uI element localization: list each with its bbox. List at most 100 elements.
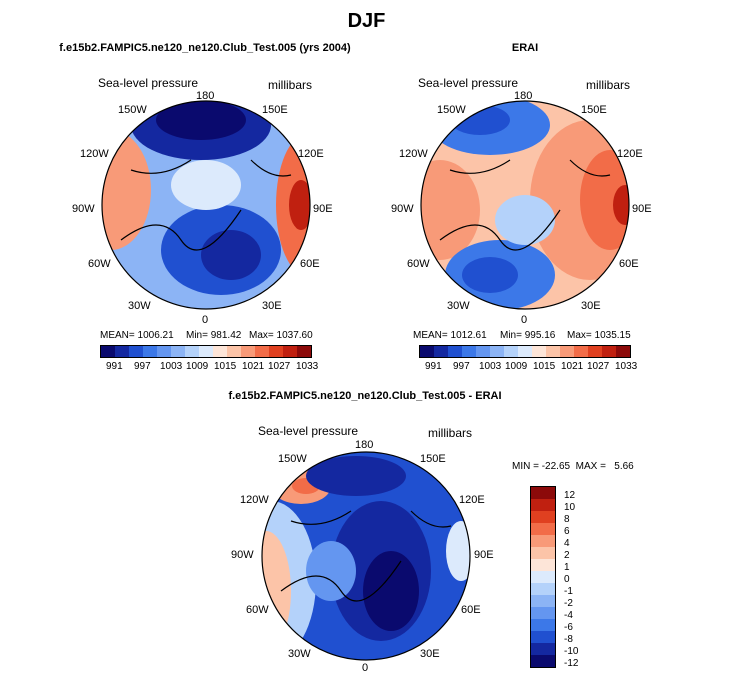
p3-tick: 0 [564,574,570,585]
p3-tick: -12 [564,658,579,669]
colorbar-swatch [255,346,269,357]
p1-tick: 1009 [186,361,209,372]
p3-tick: 10 [564,502,576,513]
colorbar-swatch [101,346,115,357]
p2-lon-180: 180 [514,90,533,102]
p3-lon-30e: 30E [420,648,440,660]
panel-3-variable: Sea-level pressure [258,424,359,438]
colorbar-swatch [227,346,241,357]
colorbar-swatch [531,607,555,619]
p3-tick: 4 [564,538,570,549]
p1-lon-150w: 150W [118,104,147,116]
colorbar-swatch [476,346,490,357]
colorbar-swatch [185,346,199,357]
p1-lon-30w: 30W [128,300,151,312]
colorbar-swatch [490,346,504,357]
p1-tick: 997 [134,361,151,372]
p2-lon-150e: 150E [581,104,607,116]
p2-max: Max= 1035.15 [567,330,631,341]
p3-lon-150w: 150W [278,453,307,465]
p1-lon-0: 0 [202,314,209,326]
colorbar-swatch [588,346,602,357]
panel-2-variable: Sea-level pressure [418,76,519,90]
panel-3-units: millibars [428,426,473,440]
p1-lon-90e: 90E [313,203,333,215]
p2-lon-150w: 150W [437,104,466,116]
p1-lon-90w: 90W [72,203,95,215]
colorbar-swatch [213,346,227,357]
p3-lon-0: 0 [362,662,369,674]
panel-1-title: f.e15b2.FAMPIC5.ne120_ne120.Club_Test.00… [59,42,351,54]
panel-1-variable: Sea-level pressure [98,76,199,90]
p2-lon-120e: 120E [617,148,643,160]
p3-tick: -4 [564,610,573,621]
p1-tick: 991 [106,361,123,372]
colorbar-swatch [531,487,555,499]
p1-lon-30e: 30E [262,300,282,312]
colorbar-swatch [115,346,129,357]
panel-2-units: millibars [586,78,631,92]
p2-lon-30e: 30E [581,300,601,312]
p2-lon-120w: 120W [399,148,428,160]
colorbar-swatch [560,346,574,357]
colorbar-swatch [241,346,255,357]
warm-anomaly-west [102,130,151,250]
p3-lon-120e: 120E [459,494,485,506]
p1-min: Min= 981.42 [186,330,242,341]
p3-lon-60w: 60W [246,604,269,616]
p2-tick: 991 [425,361,442,372]
p2-tick: 1021 [561,361,584,372]
p3-tick: -8 [564,634,573,645]
colorbar-swatch [531,583,555,595]
p1-tick: 1015 [214,361,237,372]
p1-lon-120e: 120E [298,148,324,160]
p3-colorbar [530,486,556,668]
panel-1-map [101,100,311,310]
panel-2-title: ERAI [511,42,539,54]
colorbar-swatch [157,346,171,357]
colorbar-swatch [574,346,588,357]
p3-lon-30w: 30W [288,648,311,660]
p3-lon-90e: 90E [474,549,494,561]
p1-tick: 1003 [160,361,183,372]
colorbar-swatch [143,346,157,357]
p3-tick: 1 [564,562,570,573]
p2-tick: 1015 [533,361,556,372]
p2-lon-60e: 60E [619,258,639,270]
p1-lon-180: 180 [196,90,215,102]
colorbar-swatch [462,346,476,357]
colorbar-swatch [171,346,185,357]
colorbar-swatch [531,655,555,667]
p3-lon-150e: 150E [420,453,446,465]
colorbar-swatch [531,511,555,523]
p3-tick: 12 [564,490,576,501]
p1-tick: 1033 [296,361,319,372]
p3-tick: 2 [564,550,570,561]
p1-tick: 1021 [242,361,265,372]
p2-lon-0: 0 [521,314,528,326]
colorbar-swatch [531,631,555,643]
p1-lon-60w: 60W [88,258,111,270]
p3-lon-120w: 120W [240,494,269,506]
p3-tick: -6 [564,622,573,633]
colorbar-swatch [531,643,555,655]
p1-lon-120w: 120W [80,148,109,160]
p1-max: Max= 1037.60 [249,330,313,341]
colorbar-swatch [297,346,311,357]
p2-tick: 997 [453,361,470,372]
p2-lon-60w: 60W [407,258,430,270]
p2-mean: MEAN= 1012.61 [413,330,487,341]
colorbar-swatch [531,523,555,535]
p3-lon-90w: 90W [231,549,254,561]
panel-3-title: f.e15b2.FAMPIC5.ne120_ne120.Club_Test.00… [228,390,502,402]
colorbar-swatch [448,346,462,357]
p2-tick: 1009 [505,361,528,372]
colorbar-swatch [531,499,555,511]
p1-lon-60e: 60E [300,258,320,270]
panel-3-map [261,451,471,661]
colorbar-swatch [269,346,283,357]
p3-min-max: MIN = -22.65 MAX = 5.66 [512,461,634,472]
colorbar-swatch [504,346,518,357]
colorbar-swatch [602,346,616,357]
colorbar-swatch [129,346,143,357]
